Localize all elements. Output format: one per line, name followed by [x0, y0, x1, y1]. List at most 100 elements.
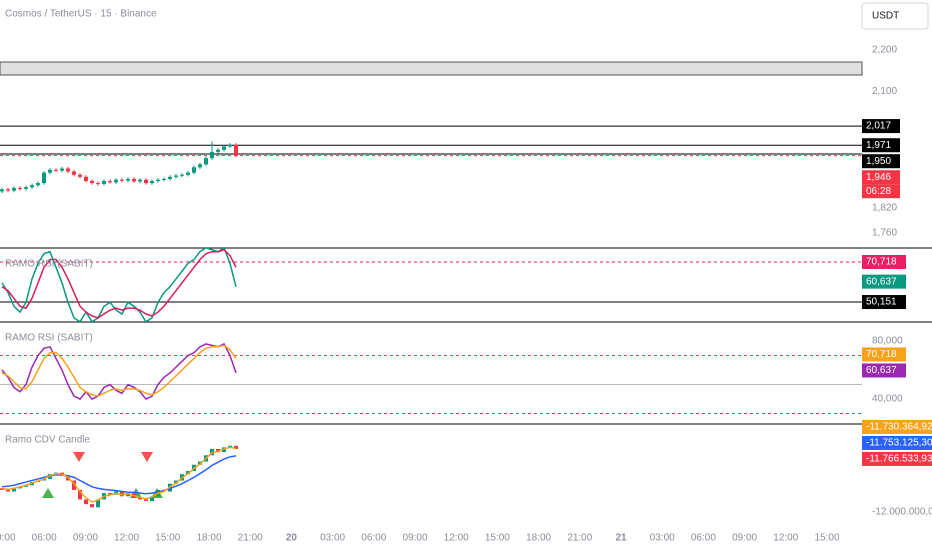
candle-body [30, 185, 34, 188]
candle-body [204, 158, 208, 165]
price-label-box [862, 347, 906, 362]
candle-body [60, 168, 64, 171]
x-tick-label: 06:00 [691, 533, 716, 544]
y-tick-label: 1,820 [872, 203, 897, 214]
x-tick-label: 21:00 [238, 533, 263, 544]
candle-body [108, 181, 112, 183]
candle-body [24, 485, 28, 487]
candle-body [198, 164, 202, 168]
x-tick-label: 12:00 [444, 533, 469, 544]
candle-body [156, 179, 160, 182]
pane [0, 248, 862, 322]
candle-body [18, 188, 22, 190]
candle-body [12, 188, 16, 191]
pane-title: RAMO RSI (SABIT) [5, 259, 93, 270]
price-label: 1,950 [866, 156, 891, 167]
zone [0, 61, 863, 76]
sell-signal [141, 452, 153, 462]
candle-body [54, 169, 58, 171]
price-label-box [862, 435, 932, 450]
x-tick-label: 18:00 [526, 533, 551, 544]
pane-title: Ramo CDV Candle [5, 435, 90, 446]
price-label-box [862, 295, 906, 310]
indicator-line [1, 248, 237, 319]
indicator-line [1, 342, 237, 400]
candle-body [210, 151, 214, 159]
y-tick-label: 2,100 [872, 86, 897, 97]
indicator-line [1, 446, 237, 503]
symbol-title: Cosmos / TetherUS · 15 · Binance [5, 9, 157, 20]
candle-body [78, 489, 82, 500]
candle-body [168, 176, 172, 179]
price-label: 60,637 [866, 276, 897, 287]
candle-body [138, 497, 142, 500]
y-tick-label: -12.000.000,000 [872, 507, 932, 518]
candle-body [36, 183, 40, 186]
pane [0, 125, 862, 194]
pane [0, 445, 238, 508]
price-label-box [862, 170, 900, 185]
y-tick-label: 40,000 [872, 394, 903, 405]
candle-body [6, 189, 10, 191]
candle-body [90, 504, 94, 508]
price-label: 60,637 [866, 365, 897, 376]
x-tick-label: 21 [615, 533, 627, 544]
candle-body [150, 181, 154, 184]
candle-body [90, 181, 94, 184]
candle-body [72, 171, 76, 175]
x-tick-label: 06:00 [361, 533, 386, 544]
candle-body [222, 146, 226, 150]
price-label-box [862, 274, 906, 289]
x-tick-label: 20 [286, 533, 298, 544]
candle-body [96, 499, 100, 508]
candle-body [0, 189, 4, 192]
price-label-box [862, 363, 906, 378]
currency-box[interactable] [861, 2, 929, 30]
x-tick-label: 12:00 [773, 533, 798, 544]
candle-body [174, 175, 178, 177]
candle-body [48, 169, 52, 173]
candle-body [84, 176, 88, 182]
x-tick-label: 21:00 [567, 533, 592, 544]
candle-body [102, 181, 106, 184]
candle-body [108, 493, 112, 495]
candle-body [0, 488, 4, 490]
price-label: 70,718 [866, 349, 897, 360]
price-label: 50,151 [866, 297, 897, 308]
x-tick-label: 00:00 [0, 533, 16, 544]
price-label-box [862, 119, 900, 134]
candle-body [138, 179, 142, 182]
candle-body [150, 496, 154, 502]
x-tick-label: 15:00 [485, 533, 510, 544]
price-label-box [862, 419, 932, 434]
x-tick-label: 12:00 [114, 533, 139, 544]
x-tick-label: 09:00 [732, 533, 757, 544]
x-tick-label: 15:00 [155, 533, 180, 544]
indicator-line [1, 248, 237, 322]
price-label: 70,718 [866, 257, 897, 268]
candle-body [180, 174, 184, 176]
candle-body [234, 144, 238, 156]
x-tick-label: 09:00 [73, 533, 98, 544]
candle-body [18, 486, 22, 489]
pane-title: RAMO RSI (SABIT) [5, 333, 93, 344]
candle-body [216, 448, 220, 453]
candle-body [120, 491, 124, 497]
candle-body [120, 179, 124, 181]
x-tick-label: 18:00 [196, 533, 221, 544]
countdown-box [862, 184, 900, 199]
candle-body [114, 179, 118, 183]
candle-body [12, 488, 16, 492]
currency[interactable]: USDT [872, 11, 899, 22]
candle-body [216, 149, 220, 152]
x-tick-label: 03:00 [650, 533, 675, 544]
price-label-box [862, 254, 906, 269]
price-label: 1,946 [866, 172, 891, 183]
candle-body [24, 187, 28, 189]
price-label: -11.766.533,930 [866, 454, 932, 465]
y-tick-label: 2,200 [872, 45, 897, 56]
candle-body [84, 499, 88, 505]
candle-body [72, 480, 76, 490]
candle-body [126, 493, 130, 497]
